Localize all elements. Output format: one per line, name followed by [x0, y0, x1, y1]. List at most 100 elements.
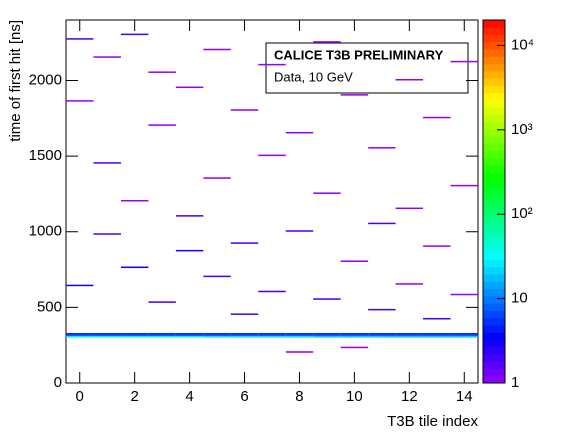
cell [175, 249, 204, 252]
cell [368, 334, 396, 337]
cell [66, 284, 94, 287]
cell [423, 245, 451, 247]
colorbar-segment [483, 368, 505, 377]
cell [395, 78, 424, 81]
colorbar-segment [483, 259, 505, 268]
cell [285, 351, 314, 353]
legend-box [265, 42, 469, 94]
cell [313, 333, 341, 335]
cell [148, 336, 176, 338]
x-tick-label: 14 [456, 388, 473, 405]
cell [368, 147, 396, 149]
y-axis-label: time of first hit [ns] [7, 20, 24, 142]
colorbar-segment [483, 85, 505, 94]
x-tick-label: 0 [76, 388, 84, 405]
colorbar-segment [483, 41, 505, 50]
cell [203, 336, 231, 338]
cell [203, 333, 231, 335]
annotation: CALICE T3B PRELIMINARY [274, 47, 444, 62]
colorbar-segment [483, 266, 505, 275]
cell [450, 184, 478, 187]
colorbar-segment [483, 208, 505, 217]
cell [340, 336, 369, 338]
colorbar-segment [483, 179, 505, 188]
colorbar-segment [483, 165, 505, 173]
cell [313, 336, 341, 338]
cell [93, 162, 121, 164]
colorbar-segment [483, 143, 505, 152]
cell [258, 63, 286, 66]
colorbar-segment [483, 107, 505, 115]
cell [203, 275, 231, 278]
cell [258, 336, 286, 338]
cell [148, 71, 176, 73]
colorbar-segment [483, 339, 505, 348]
cell [285, 131, 314, 134]
cell [423, 334, 451, 337]
cell [120, 333, 149, 335]
colorbar-segment [483, 114, 505, 123]
cell [175, 336, 204, 338]
cell [285, 230, 314, 232]
cell [175, 86, 204, 89]
cell [450, 333, 478, 335]
cell [258, 333, 286, 335]
cell [423, 317, 451, 320]
colorbar-segment [483, 252, 505, 261]
cell [423, 336, 451, 338]
x-axis-label: T3B tile index [387, 413, 478, 430]
z-tick-label: 10⁴ [511, 36, 534, 53]
colorbar-segment [483, 34, 505, 43]
cell [313, 334, 341, 337]
cell [120, 336, 149, 338]
cell [258, 290, 286, 293]
cell [93, 333, 121, 335]
colorbar-segment [483, 353, 505, 362]
cell [230, 333, 259, 335]
colorbar-segment [483, 186, 505, 195]
cell [120, 33, 149, 36]
colorbar-segment [483, 20, 505, 28]
colorbar-segment [483, 317, 505, 326]
y-tick-label: 2000 [29, 71, 62, 88]
x-tick-label: 8 [295, 388, 303, 405]
cell [230, 334, 259, 337]
colorbar-segment [483, 237, 505, 246]
colorbar-segment [483, 150, 505, 159]
y-tick-label: 0 [54, 374, 62, 391]
cell [230, 109, 259, 111]
cell [258, 334, 286, 337]
cell [120, 334, 149, 337]
colorbar-segment [483, 223, 505, 232]
colorbar-segment [483, 56, 505, 65]
cell [285, 333, 314, 335]
cell [120, 266, 149, 269]
cell [230, 336, 259, 338]
colorbar-segment [483, 63, 505, 72]
cell [368, 333, 396, 335]
cell [66, 38, 94, 40]
cell [93, 233, 121, 235]
colorbar-segment [483, 121, 505, 130]
colorbar-segment [483, 303, 505, 311]
colorbar-segment [483, 310, 505, 319]
cell [313, 192, 341, 194]
cell [230, 313, 259, 315]
cell [258, 154, 286, 157]
cell [423, 333, 451, 335]
colorbar-segment [483, 136, 505, 144]
colorbar-segment [483, 295, 505, 304]
colorbar-segment [483, 346, 505, 355]
cell [120, 199, 149, 202]
cell [175, 334, 204, 337]
y-tick-label: 1000 [29, 223, 62, 240]
colorbar-segment [483, 216, 505, 224]
cell [450, 293, 478, 296]
colorbar-segment [483, 70, 505, 79]
cell [203, 177, 231, 179]
annotation: Data, 10 GeV [274, 69, 353, 84]
cell [203, 334, 231, 337]
cell [395, 336, 424, 338]
colorbar-segment [483, 201, 505, 210]
